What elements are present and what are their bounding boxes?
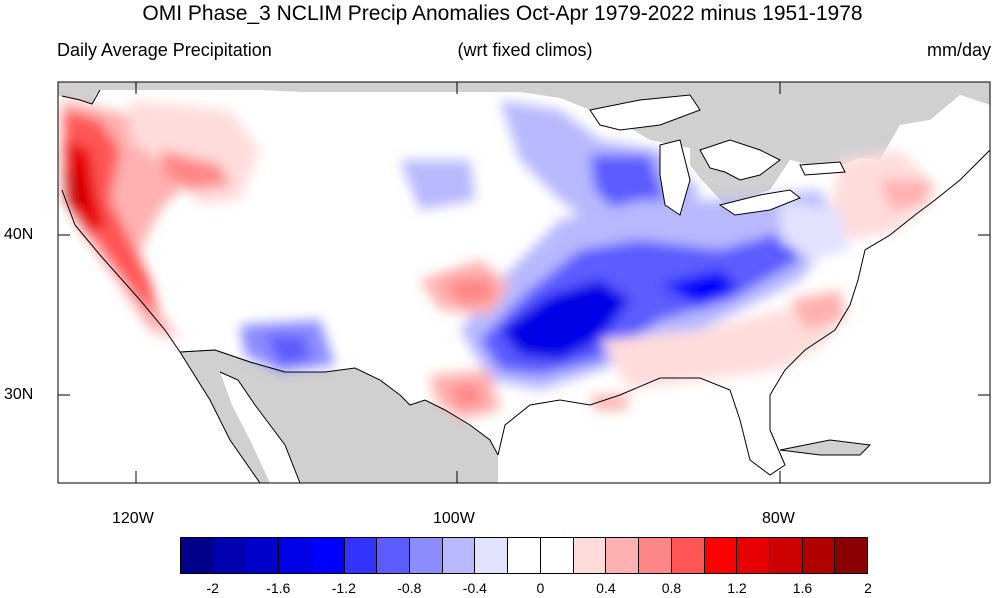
colorbar-swatch [344,538,378,573]
colorbar [180,537,868,574]
florida-keys-cuba [779,439,872,456]
lon-label-80w: 80W [762,510,795,527]
colorbar-label: -0.8 [397,580,422,596]
colorbar-swatch [802,538,836,573]
great-lakes [589,94,846,216]
lat-label-30n: 30N [4,386,34,403]
colorbar-label: 1.6 [792,580,813,596]
colorbar-label: -1.6 [266,580,291,596]
colorbar-swatch [181,538,214,573]
colorbar-swatch [279,538,312,573]
colorbar-swatch [737,538,770,573]
colorbar-swatch [311,538,345,573]
gulf-of-california [220,372,300,483]
colorbar-label: -1.2 [331,580,356,596]
colorbar-swatch [475,538,509,573]
colorbar-label: 2 [864,580,872,596]
subtitle-center: (wrt fixed climos) [457,40,593,60]
colorbar-swatch [213,538,247,573]
colorbar-swatch [671,538,705,573]
colorbar-label: 0.4 [596,580,616,596]
colorbar-swatch [540,538,574,573]
colorbar-swatch [639,538,672,573]
colorbar-swatch [704,538,738,573]
colorbar-label: -2 [206,580,219,596]
colorbar-swatch [606,538,640,573]
baja-coastline [179,351,301,483]
lat-label-40n: 40N [4,226,34,243]
map-frame [57,81,991,484]
subtitle-left: Daily Average Precipitation [57,40,272,60]
colorbar-labels: -2 -1.6 -1.2 -0.8 -0.4 0 0.4 0.8 1.2 1.6 2 [180,580,872,598]
colorbar-swatch [573,538,607,573]
colorbar-swatch [442,538,476,573]
colorbar-swatch [835,538,868,573]
map-title: OMI Phase_3 NCLIM Precip Anomalies Oct-A… [142,2,863,25]
us-mexico-border [179,349,325,373]
colorbar-label: 0.8 [661,580,682,596]
colorbar-swatch [410,538,443,573]
colorbar-label: 0 [536,580,545,596]
lon-label-120w: 120W [112,510,154,527]
colorbar-swatch [377,538,411,573]
colorbar-label: -0.4 [462,580,487,596]
tick-marks [58,82,990,483]
lon-label-100w: 100W [433,510,475,527]
colorbar-swatch [246,538,280,573]
units-label: mm/day [926,40,991,60]
colorbar-label: 1.2 [727,580,747,596]
colorbar-swatch [769,538,803,573]
colorbar-swatch [508,538,541,573]
